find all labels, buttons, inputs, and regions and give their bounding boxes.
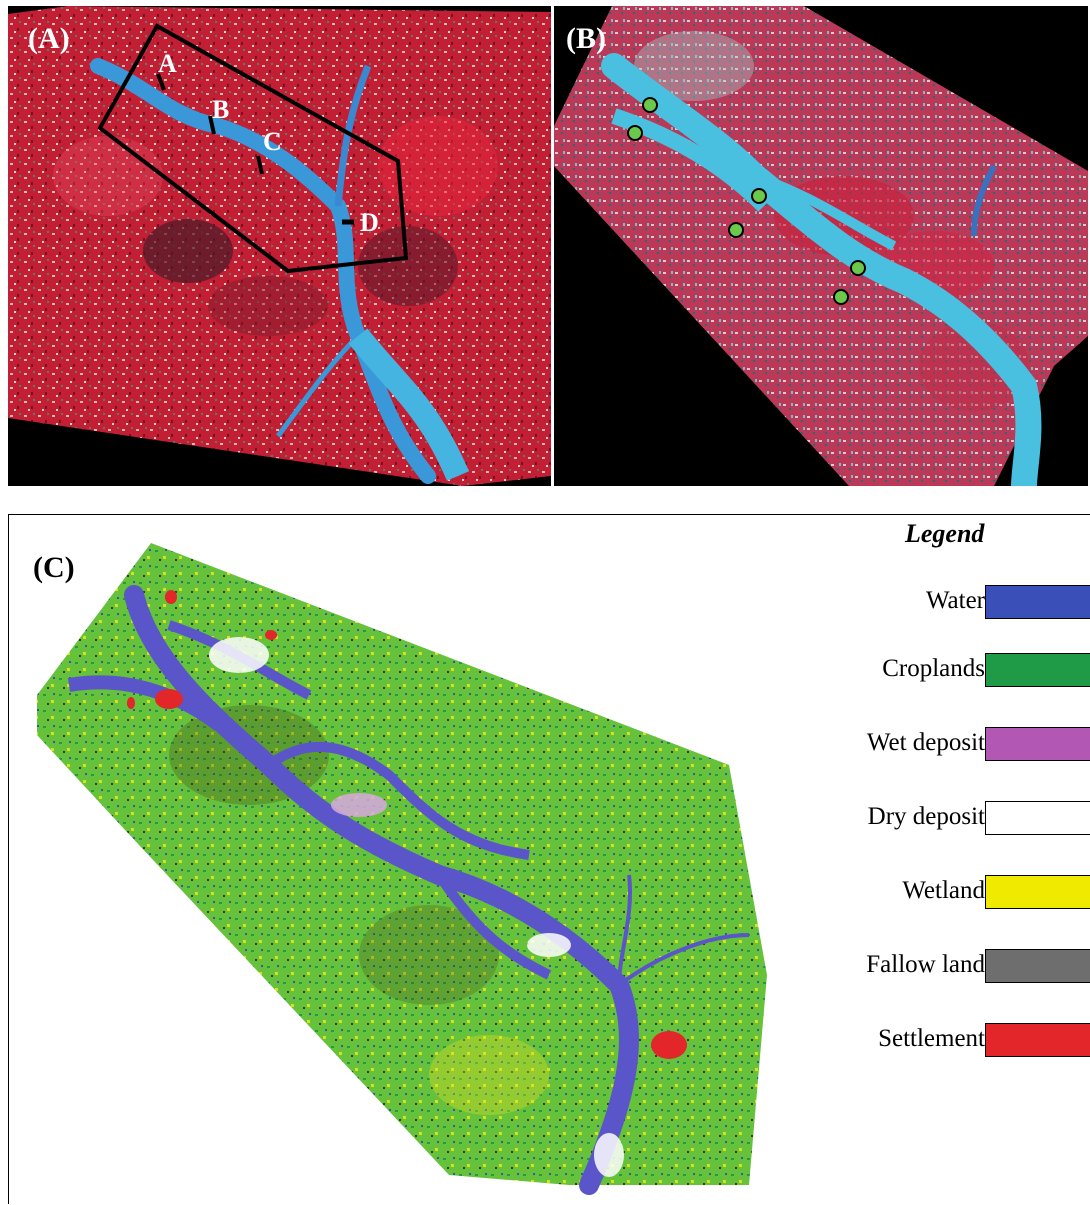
sample-point <box>833 289 849 305</box>
legend-label: Wetland <box>902 877 985 904</box>
settlement <box>651 1031 687 1059</box>
study-area-boundary <box>97 23 409 274</box>
river <box>601 53 1042 486</box>
site-label-d: D <box>360 208 379 237</box>
settlement <box>127 697 135 709</box>
site-label-a: A <box>158 49 177 78</box>
legend-item-dry-deposit: Dry deposit <box>809 801 1090 837</box>
sample-point <box>751 188 767 204</box>
sample-points <box>627 97 866 305</box>
legend-item-fallow-land: Fallow land <box>809 949 1090 985</box>
panel-b-label: (B) <box>566 22 606 55</box>
legend-label: Dry deposit <box>867 803 985 830</box>
settlement <box>265 630 277 640</box>
legend-label: Water <box>925 587 985 614</box>
site-label-c: C <box>263 127 282 156</box>
sample-point <box>642 97 658 113</box>
legend: Legend Water Croplands Wet deposit Dry d… <box>809 515 1090 1075</box>
legend-swatch <box>985 727 1090 761</box>
settlement <box>155 689 183 709</box>
legend-item-croplands: Croplands <box>809 653 1090 689</box>
legend-swatch <box>985 949 1090 983</box>
legend-item-wetland: Wetland <box>809 875 1090 911</box>
classified-map <box>37 543 767 1195</box>
settlement <box>165 590 177 604</box>
sample-point <box>728 222 744 238</box>
legend-label: Settlement <box>878 1025 985 1052</box>
legend-swatch <box>985 585 1090 619</box>
panel-c-label: (C) <box>33 551 75 584</box>
sample-point <box>850 260 866 276</box>
panel-b-image <box>554 6 1088 486</box>
site-label-b: B <box>212 95 229 124</box>
legend-swatch <box>985 1023 1090 1057</box>
legend-item-wet-deposit: Wet deposit <box>809 727 1090 763</box>
legend-swatch <box>985 875 1090 909</box>
legend-swatch <box>985 653 1090 687</box>
panel-c-classified-map: (C) <box>8 514 1090 1204</box>
panel-a-image: A B C D <box>8 6 551 486</box>
legend-label: Wet deposit <box>866 729 985 756</box>
sample-point <box>627 125 643 141</box>
legend-label: Croplands <box>882 655 985 682</box>
legend-item-water: Water <box>809 585 1090 621</box>
panel-b-satellite-image: (B) <box>554 6 1088 486</box>
legend-title: Legend <box>905 519 985 548</box>
image-footprint <box>8 6 551 486</box>
legend-swatch <box>985 801 1090 835</box>
panel-a-label: (A) <box>28 22 70 55</box>
panel-a-satellite-image: A B C D (A) <box>8 6 551 486</box>
legend-label: Fallow land <box>866 951 985 978</box>
legend-item-settlement: Settlement <box>809 1023 1090 1059</box>
